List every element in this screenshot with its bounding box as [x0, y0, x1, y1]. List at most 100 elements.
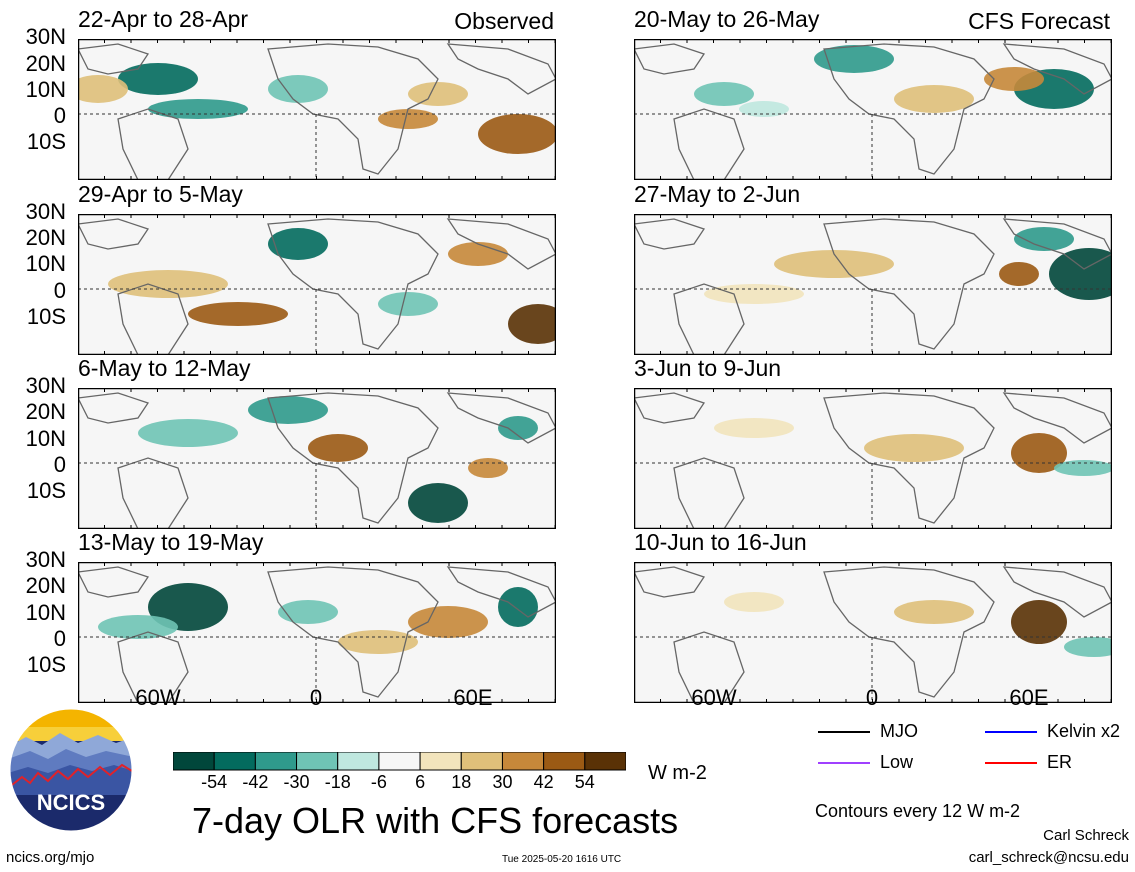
olr-anomaly-blob: [739, 101, 789, 117]
lat-label: 10N: [25, 426, 66, 451]
panel-tag: CFS Forecast: [968, 8, 1110, 34]
coastline: [634, 566, 1112, 703]
olr-anomaly-blob: [694, 82, 754, 106]
lat-label: 10N: [25, 600, 66, 625]
map-panel-5: 6-May to 12-May: [78, 355, 556, 529]
map-panel-2: 20-May to 26-May CFS Forecast: [634, 6, 1112, 180]
colorbar-tick-label: 54: [574, 772, 595, 792]
map-panel-7: 13-May to 19-May: [78, 529, 556, 703]
legend-label: ER: [1047, 752, 1073, 772]
olr-anomaly-blob: [1054, 460, 1112, 476]
olr-map: [634, 562, 1112, 703]
lat-label: 20N: [25, 573, 66, 598]
olr-anomaly-blob: [108, 270, 228, 298]
units-label: W m-2: [648, 762, 707, 784]
map-panel-8: 10-Jun to 16-Jun: [634, 529, 1112, 703]
olr-anomaly-blob: [894, 600, 974, 624]
olr-anomaly-blob: [724, 592, 784, 612]
olr-anomaly-blob: [278, 600, 338, 624]
olr-anomaly-blob: [378, 109, 438, 129]
olr-anomaly-blob: [1064, 637, 1112, 657]
olr-anomaly-blob: [248, 396, 328, 424]
coastline: [78, 392, 556, 529]
panel-title: 27-May to 2-Jun: [634, 181, 801, 207]
lat-label: 20N: [25, 225, 66, 250]
olr-anomaly-blob: [148, 99, 248, 119]
olr-anomaly-blob: [408, 82, 468, 106]
olr-anomaly-blob: [268, 75, 328, 103]
colorbar-tick-label: 42: [533, 772, 554, 792]
olr-anomaly-blob: [308, 434, 368, 462]
lon-label: 60E: [1009, 685, 1049, 710]
lat-label: 20N: [25, 399, 66, 424]
site-url: ncics.org/mjo: [6, 849, 95, 866]
main-title: 7-day OLR with CFS forecasts: [192, 800, 679, 841]
legend-line: [985, 762, 1037, 764]
olr-anomaly-blob: [999, 262, 1039, 286]
map-panel-6: 3-Jun to 9-Jun: [634, 355, 1112, 529]
olr-anomaly-blob: [148, 583, 228, 631]
lat-label: 30N: [25, 373, 66, 398]
lon-label: 60E: [453, 685, 493, 710]
lat-label: 10S: [26, 652, 66, 677]
colorbar-bin: [419, 752, 462, 771]
coastline: [78, 566, 556, 703]
lat-label: 30N: [25, 547, 66, 572]
coastline: [634, 43, 1112, 180]
olr-anomaly-blob: [714, 418, 794, 438]
olr-anomaly-blob: [1049, 248, 1112, 300]
colorbar-bin: [173, 752, 215, 771]
olr-anomaly-blob: [1011, 600, 1067, 644]
panel-title: 20-May to 26-May: [634, 6, 820, 32]
colorbar-bin: [584, 752, 626, 771]
colorbar-tick-label: -54: [201, 772, 228, 792]
legend-label: Low: [880, 752, 914, 772]
panel-title: 29-Apr to 5-May: [78, 181, 243, 207]
olr-map: [634, 214, 1112, 355]
lat-label: 10S: [26, 304, 66, 329]
colorbar-bin: [543, 752, 586, 771]
olr-anomaly-blob: [1014, 227, 1074, 251]
author: Carl Schreck: [1043, 827, 1129, 844]
logo-text: NCICS: [37, 790, 105, 815]
colorbar-bin: [378, 752, 421, 771]
lat-label: 0: [53, 452, 66, 477]
contour-note: Contours every 12 W m-2: [815, 801, 1021, 821]
olr-anomaly-blob: [118, 63, 198, 95]
olr-anomaly-blob: [448, 242, 508, 266]
lat-label: 0: [53, 278, 66, 303]
olr-anomaly-blob: [468, 458, 508, 478]
olr-anomaly-blob: [704, 284, 804, 304]
lat-label: 10N: [25, 77, 66, 102]
panel-title: 10-Jun to 16-Jun: [634, 529, 807, 555]
colorbar-tick-label: 18: [451, 772, 472, 792]
legend-label: Kelvin x2: [1047, 721, 1121, 741]
olr-anomaly-blob: [98, 615, 178, 639]
map-panel-3: 29-Apr to 5-May: [78, 181, 556, 355]
colorbar-bin: [213, 752, 256, 771]
color-bar: [173, 752, 626, 771]
lon-label: 60W: [691, 685, 737, 710]
olr-anomaly-blob: [338, 630, 418, 654]
olr-anomaly-blob: [984, 67, 1044, 91]
olr-anomaly-blob: [408, 606, 488, 638]
colorbar-tick-label: 6: [415, 772, 426, 792]
colorbar-bin: [296, 752, 339, 771]
coastline: [634, 392, 1112, 529]
colorbar-tick-label: 30: [492, 772, 513, 792]
colorbar-bin: [337, 752, 380, 771]
map-panel-1: 22-Apr to 28-Apr Observed: [78, 6, 556, 180]
olr-anomaly-blob: [408, 483, 468, 523]
olr-anomaly-blob: [864, 434, 964, 462]
colorbar-bin: [501, 752, 545, 771]
olr-anomaly-blob: [138, 419, 238, 447]
olr-map: [634, 39, 1112, 180]
lat-label: 0: [53, 626, 66, 651]
map-panel-4: 27-May to 2-Jun: [634, 181, 1112, 355]
colorbar-bin: [254, 752, 298, 771]
colorbar-bin: [460, 752, 503, 771]
lon-label: 60W: [135, 685, 181, 710]
colorbar-tick-label: -42: [242, 772, 269, 792]
lat-label: 30N: [25, 199, 66, 224]
olr-anomaly-blob: [378, 292, 438, 316]
